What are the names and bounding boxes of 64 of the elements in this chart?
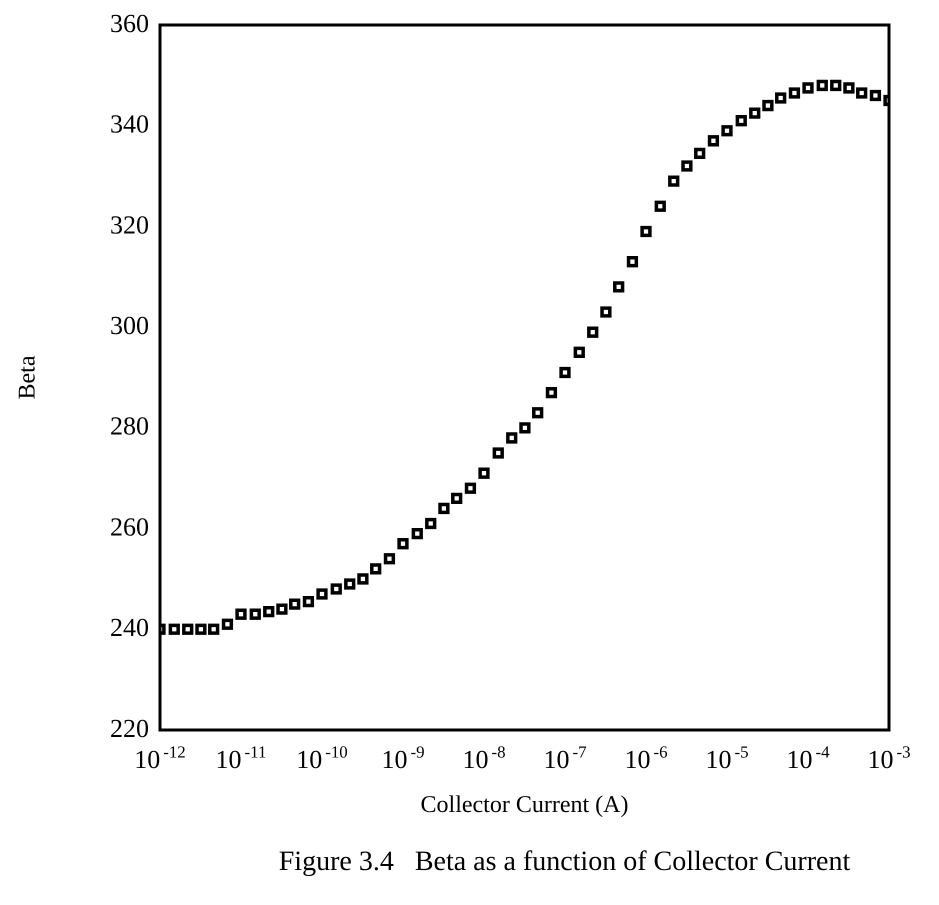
y-tick-label: 240 <box>110 613 149 642</box>
point <box>263 606 274 618</box>
point <box>802 82 814 94</box>
point <box>546 386 558 398</box>
point <box>316 588 328 600</box>
point <box>668 175 680 187</box>
point <box>736 115 747 126</box>
point <box>357 573 369 585</box>
point <box>492 447 504 459</box>
point <box>788 87 800 99</box>
point <box>451 492 462 504</box>
point <box>182 624 194 635</box>
point <box>276 604 288 615</box>
point <box>626 256 638 268</box>
point <box>574 346 585 358</box>
point <box>775 92 786 104</box>
y-tick-label: 340 <box>110 110 149 139</box>
point <box>613 281 624 292</box>
point <box>438 502 450 514</box>
point <box>478 468 490 479</box>
y-tick-label: 220 <box>110 714 149 743</box>
point <box>370 563 382 574</box>
point <box>506 432 518 444</box>
point <box>721 125 733 136</box>
point <box>168 624 180 635</box>
point <box>830 80 842 92</box>
point <box>412 528 423 540</box>
point <box>870 90 882 102</box>
y-tick-label: 260 <box>110 512 149 542</box>
point <box>519 422 531 434</box>
point <box>464 482 476 494</box>
point <box>532 407 544 418</box>
caption: Figure 3.4 Beta as a function of Collector Current <box>278 846 850 877</box>
point <box>843 82 855 94</box>
y-tick-label: 280 <box>110 412 149 441</box>
point <box>856 87 868 99</box>
point <box>559 366 571 378</box>
point <box>762 100 774 112</box>
point <box>694 148 706 160</box>
y-tick-label: 300 <box>110 310 149 340</box>
point <box>397 538 409 550</box>
point <box>384 553 396 564</box>
point <box>235 608 247 620</box>
point <box>587 326 598 338</box>
point <box>816 80 828 92</box>
y-tick-label: 360 <box>110 8 149 38</box>
y-axis-title: Beta <box>14 355 41 400</box>
point <box>208 624 220 635</box>
point <box>640 226 652 238</box>
point <box>708 135 720 146</box>
point <box>344 578 356 590</box>
point <box>600 306 612 318</box>
point <box>302 596 314 608</box>
point <box>749 107 760 119</box>
point <box>250 608 261 620</box>
y-tick-label: 320 <box>110 210 149 240</box>
point <box>330 583 342 595</box>
x-axis-title: Collector Current (A) <box>420 792 628 818</box>
point <box>654 200 666 212</box>
point <box>289 598 300 610</box>
point <box>425 518 436 530</box>
point <box>222 618 234 630</box>
point <box>195 624 207 635</box>
point <box>681 160 693 172</box>
